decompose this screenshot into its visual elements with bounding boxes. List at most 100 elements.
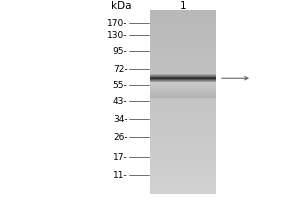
Bar <box>150 182 216 183</box>
Bar <box>150 129 216 130</box>
Text: 130-: 130- <box>107 31 128 40</box>
Bar <box>150 104 216 105</box>
Bar <box>150 127 216 128</box>
Bar <box>150 146 216 147</box>
Bar <box>150 85 216 86</box>
Bar <box>150 51 216 52</box>
Bar <box>150 35 216 36</box>
Bar <box>150 152 216 153</box>
Bar <box>150 183 216 184</box>
Bar <box>150 50 216 51</box>
Bar <box>150 133 216 134</box>
Bar <box>150 58 216 59</box>
Bar <box>150 94 216 95</box>
Bar <box>150 169 216 170</box>
Bar <box>150 95 216 96</box>
Bar <box>150 46 216 47</box>
Bar <box>150 149 216 150</box>
Bar <box>150 67 216 68</box>
Bar <box>150 145 216 146</box>
Bar <box>150 162 216 163</box>
Bar <box>150 83 216 84</box>
Bar <box>150 143 216 144</box>
Bar <box>150 44 216 45</box>
Bar <box>150 66 216 67</box>
Bar <box>150 154 216 155</box>
Bar <box>150 190 216 191</box>
Bar <box>150 63 216 64</box>
Bar <box>150 130 216 131</box>
Bar <box>150 91 216 92</box>
Bar <box>150 168 216 169</box>
Bar <box>150 13 216 14</box>
Bar <box>150 115 216 116</box>
Bar <box>150 49 216 50</box>
Bar <box>150 76 216 77</box>
Bar <box>150 84 216 85</box>
Bar <box>150 12 216 13</box>
Bar <box>150 37 216 38</box>
Bar <box>150 89 216 90</box>
Bar <box>150 108 216 109</box>
Bar <box>150 126 216 127</box>
Bar <box>150 160 216 161</box>
Bar <box>150 172 216 173</box>
Bar <box>150 165 216 166</box>
Bar <box>150 92 216 93</box>
Bar <box>150 39 216 40</box>
Bar <box>150 88 216 89</box>
Bar <box>150 113 216 114</box>
Bar <box>150 56 216 57</box>
Bar <box>150 187 216 188</box>
Bar <box>150 174 216 175</box>
Bar <box>150 175 216 176</box>
Bar <box>150 120 216 121</box>
Bar <box>150 28 216 29</box>
Bar <box>150 148 216 149</box>
Bar <box>150 142 216 143</box>
Bar <box>150 159 216 160</box>
Bar <box>150 87 216 88</box>
Bar <box>150 79 216 80</box>
Bar <box>150 40 216 41</box>
Bar <box>150 98 216 99</box>
Bar <box>150 125 216 126</box>
Bar <box>150 112 216 113</box>
Bar <box>150 48 216 49</box>
Bar <box>150 47 216 48</box>
Text: 1: 1 <box>180 1 186 11</box>
Bar <box>150 171 216 172</box>
Bar <box>150 16 216 17</box>
Bar <box>150 102 216 103</box>
Bar <box>150 69 216 70</box>
Bar <box>150 18 216 19</box>
Bar <box>150 11 216 12</box>
Bar <box>150 94 216 95</box>
Text: kDa: kDa <box>112 1 132 11</box>
Bar <box>150 141 216 142</box>
Text: 34-: 34- <box>113 115 128 124</box>
Bar <box>150 136 216 137</box>
Bar <box>150 34 216 35</box>
Bar <box>150 132 216 133</box>
Bar <box>150 100 216 101</box>
Bar <box>150 114 216 115</box>
Bar <box>150 122 216 123</box>
Text: 43-: 43- <box>113 97 128 106</box>
Bar <box>150 105 216 106</box>
Bar <box>150 30 216 31</box>
Bar <box>150 38 216 39</box>
Bar <box>150 163 216 164</box>
Bar <box>150 189 216 190</box>
Bar <box>150 57 216 58</box>
Bar <box>150 82 216 83</box>
Bar <box>150 15 216 16</box>
Bar <box>150 77 216 78</box>
Text: 95-: 95- <box>113 47 128 56</box>
Bar <box>150 184 216 185</box>
Bar <box>150 72 216 73</box>
Bar <box>150 65 216 66</box>
Bar <box>150 188 216 189</box>
Bar <box>150 118 216 119</box>
Bar <box>150 91 216 92</box>
